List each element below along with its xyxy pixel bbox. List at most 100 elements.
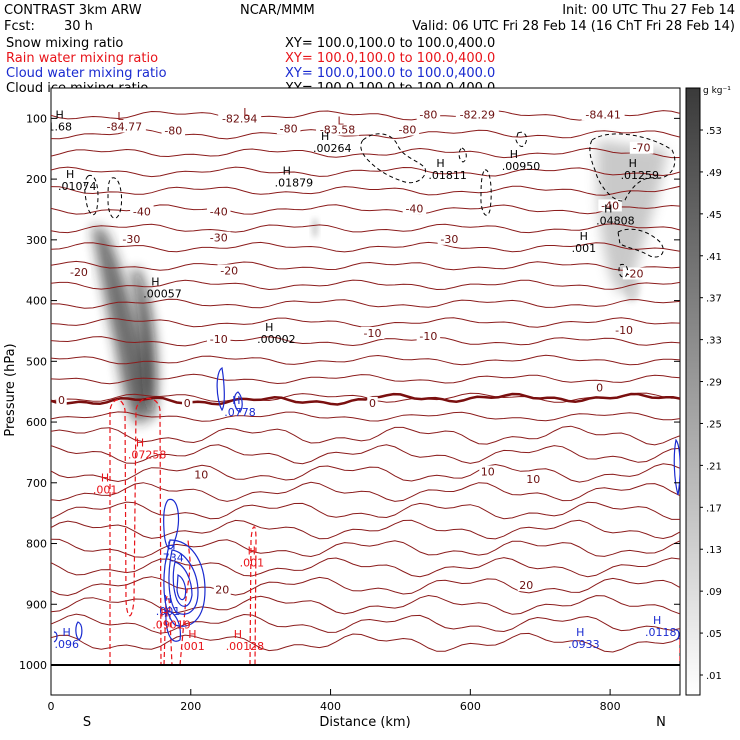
temperature-label-bg (217, 264, 241, 277)
y-axis-label: Pressure (hPa) (3, 343, 18, 436)
temperature-label-bg (182, 396, 193, 409)
temperature-label: -80 (280, 122, 298, 135)
extremum-value: 1.68 (47, 121, 72, 134)
extremum-value: .01259 (621, 169, 660, 182)
ice-contour-a (360, 133, 426, 184)
fcst-value: 30 h (64, 19, 93, 34)
x-tick-label: 800 (600, 700, 621, 713)
legend-rain-name: Rain water mixing ratio (6, 51, 158, 66)
high-marker: H (580, 230, 588, 243)
cw-contour-6 (172, 561, 193, 607)
temperature-label-bg (524, 472, 542, 485)
cloud-ice-contours (84, 131, 676, 278)
temperature-label-bg (517, 579, 535, 592)
colorbar-label: .45 (706, 210, 722, 221)
snow-plume-center (132, 268, 157, 421)
temperature-label: -20 (220, 264, 238, 277)
high-marker: H (321, 130, 329, 143)
y-tick-label: 900 (26, 598, 47, 611)
legend-cloudwater-name: Cloud water mixing ratio (6, 66, 167, 81)
temperature-label-bg (437, 232, 462, 245)
temperature-contour-line (51, 128, 680, 140)
temperature-label: -10 (419, 330, 437, 343)
colorbar-label: .49 (706, 168, 722, 179)
colorbar-label: .25 (706, 419, 722, 430)
temperature-contour-line (51, 336, 680, 347)
valid-time: Valid: 06 UTC Fri 28 Feb 14 (16 ChT Fri … (412, 19, 735, 34)
temperature-label: -82.29 (460, 108, 495, 121)
temperature-label: -80 (164, 125, 182, 138)
temperature-contour-line (51, 317, 680, 328)
y-tick-label: 300 (26, 234, 47, 247)
temperature-contour-line (51, 538, 680, 558)
temperature-contour-line (51, 110, 680, 121)
temperature-label: -30 (440, 233, 458, 246)
temperature-label-bg (479, 465, 497, 478)
temperature-label: 20 (215, 583, 229, 596)
temperature-contour-line (51, 204, 680, 215)
high-marker: H (151, 276, 159, 289)
temperature-contour-line (51, 425, 680, 446)
temperature-label: -10 (364, 327, 382, 340)
cw-contour-5 (168, 549, 199, 615)
y-tick-label: 400 (26, 295, 47, 308)
rain-contour-left (109, 397, 162, 666)
high-marker: H (510, 148, 518, 161)
colorbar: g kg⁻¹ .01 .05 .09 .13 .17 .21 .25 .29 .33 .37 .41… (685, 86, 731, 696)
temperature-label-bg (206, 333, 231, 346)
low-marker: L (338, 114, 345, 127)
x-axis-left-end: S (83, 715, 91, 730)
temperature-label: -83.58 (320, 124, 355, 137)
temperature-contour-line (51, 147, 680, 159)
legend-rain-xy: XY= 100.0,100.0 to 100.0,400.0 (285, 51, 495, 66)
snow-plume-left (92, 225, 148, 425)
high-marker: H (234, 628, 242, 641)
temperature-label-bg (67, 266, 91, 279)
high-marker: H (164, 593, 172, 606)
extremum-value: .01811 (428, 169, 467, 182)
temperature-label-bg (130, 205, 154, 218)
x-tick-label: 400 (320, 700, 341, 713)
extremum-value: .001 (93, 484, 118, 497)
rain-contour-inner (163, 595, 173, 666)
temperature-label: -40 (601, 199, 619, 212)
temperature-label-bg (192, 468, 210, 481)
x-tick-label: 600 (460, 700, 481, 713)
temperature-contour-line (51, 354, 680, 366)
high-marker: H (283, 164, 291, 177)
colorbar-label: .09 (706, 587, 722, 598)
temperature-label: -70 (633, 142, 651, 155)
snow-patch-lower-right (624, 274, 640, 302)
high-marker: H (55, 109, 63, 122)
colorbar-label: .13 (706, 545, 722, 556)
snow-patch-small (312, 218, 318, 238)
header: CONTRAST 3km ARW NCAR/MMM Init: 00 UTC T… (4, 3, 735, 34)
temperature-contour-line (51, 481, 680, 502)
temperature-label: -20 (626, 267, 644, 280)
extremum-value: .04808 (596, 215, 635, 228)
temperature-label-bg (206, 231, 231, 244)
extremum-value: .01879 (275, 176, 314, 189)
extremum-value: .09019 (152, 619, 191, 632)
temperature-label: -40 (210, 206, 228, 219)
colorbar-label: .33 (706, 336, 722, 347)
temperature-label: -82.94 (222, 113, 257, 126)
colorbar-label: .53 (706, 126, 722, 137)
ice-contour-h (84, 174, 99, 216)
temperature-label-bg (119, 232, 144, 245)
y-tick-label: 500 (26, 355, 47, 368)
temperature-label: 0 (184, 397, 191, 410)
temperature-contour-line (51, 557, 680, 578)
x-tick-label: 0 (48, 700, 55, 713)
snow-plume-right (597, 140, 668, 295)
extremum-value: .00264 (313, 142, 352, 155)
temperature-label-bg (416, 108, 441, 121)
temperature-label-bg (276, 122, 301, 135)
temperature-contour-line (51, 632, 680, 653)
temperature-label-bg (455, 108, 499, 121)
temperature-label: -84.77 (107, 120, 142, 133)
high-marker: H (436, 157, 444, 170)
cw-contour-7 (176, 574, 187, 601)
temperature-label-bg (102, 120, 146, 133)
